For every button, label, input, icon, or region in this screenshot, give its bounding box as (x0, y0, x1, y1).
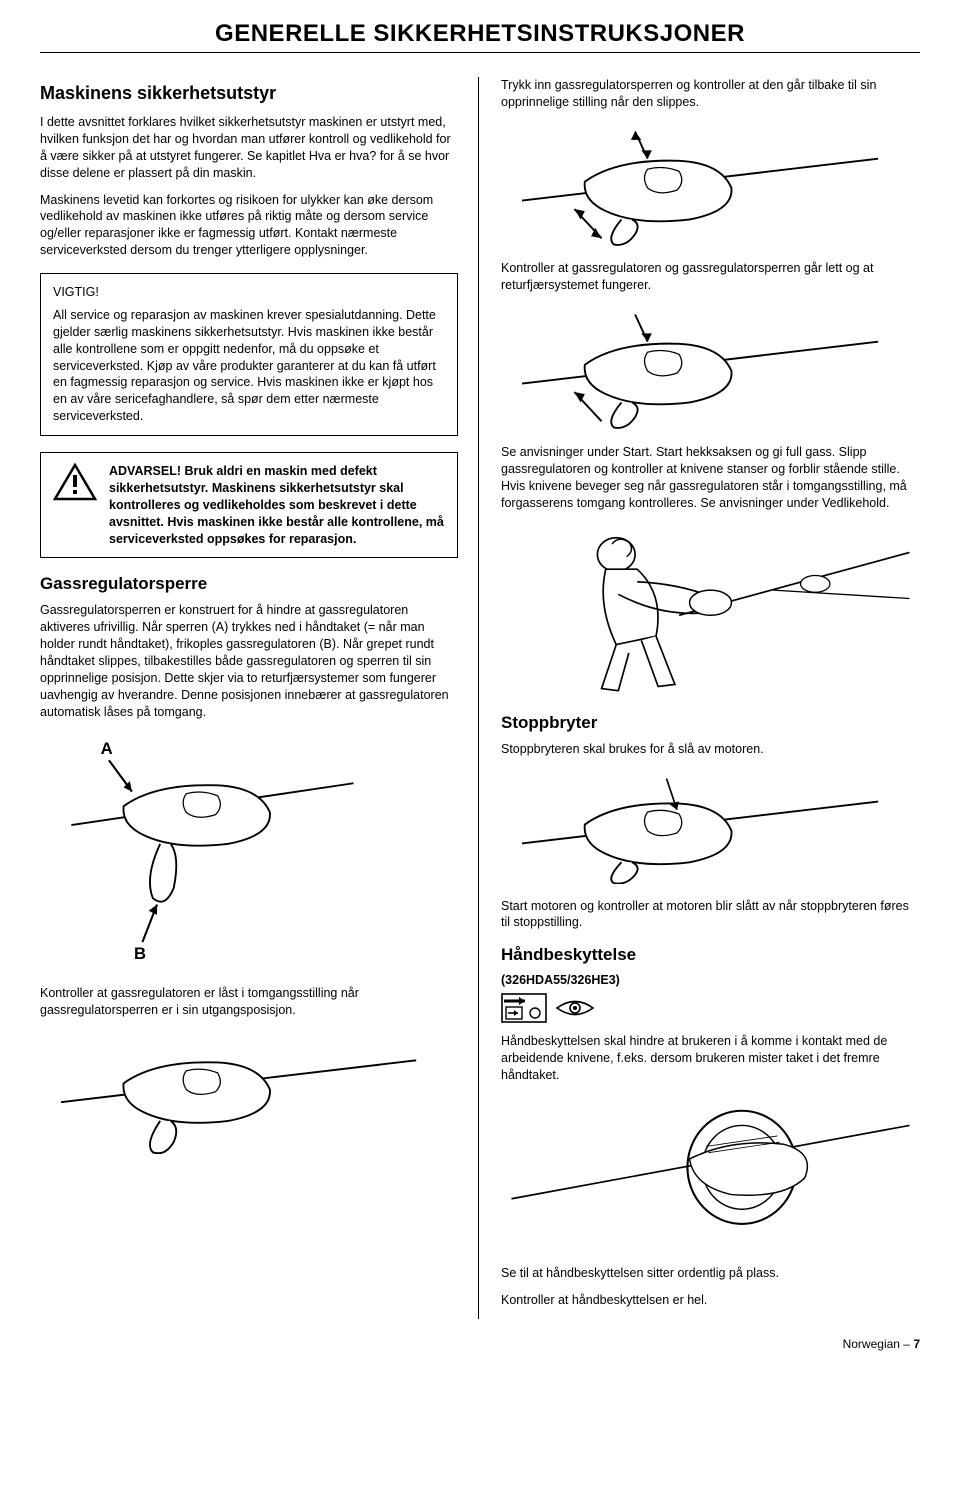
warning-label: ADVARSEL! (109, 464, 181, 478)
page-title: GENERELLE SIKKERHETSINSTRUKSJONER (40, 20, 920, 53)
return-spring-paragraph: Kontroller at gassregulatoren og gassreg… (501, 260, 920, 294)
throttle-ab-illustration: A B (40, 731, 458, 971)
footer-lang: Norwegian (843, 1337, 900, 1351)
important-box: VIGTIG! All service og reparasjon av mas… (40, 273, 458, 436)
right-column: Trykk inn gassregulatorsperren og kontro… (481, 77, 920, 1319)
label-b: B (134, 943, 146, 962)
eye-icon (553, 993, 597, 1023)
important-box-title: VIGTIG! (53, 284, 445, 301)
warning-text: ADVARSEL! Bruk aldri en maskin med defek… (109, 463, 445, 547)
stop-switch-paragraph: Stoppbryteren skal brukes for å slå av m… (501, 741, 920, 758)
left-column: Maskinens sikkerhetsutstyr I dette avsni… (40, 77, 479, 1319)
hand-guard-paragraph: Håndbeskyttelsen skal hindre at brukeren… (501, 1033, 920, 1084)
intro-paragraph-1: I dette avsnittet forklares hvilket sikk… (40, 114, 458, 182)
manual-icons-row (501, 993, 920, 1023)
throttle-illustration-2 (40, 1029, 458, 1154)
hand-guard-illustration (501, 1094, 920, 1251)
page-footer: Norwegian – 7 (40, 1337, 920, 1351)
throttle-check-paragraph: Kontroller at gassregulatoren er låst i … (40, 985, 458, 1019)
return-spring-illustration (501, 304, 920, 430)
warning-triangle-icon (53, 463, 97, 501)
press-arrows-illustration (501, 121, 920, 247)
guard-intact-paragraph: Kontroller at håndbeskyttelsen er hel. (501, 1292, 920, 1309)
hand-guard-title: Håndbeskyttelse (501, 945, 920, 965)
stop-test-paragraph: Start motoren og kontroller at motoren b… (501, 898, 920, 932)
two-column-layout: Maskinens sikkerhetsutstyr I dette avsni… (40, 77, 920, 1319)
press-release-paragraph: Trykk inn gassregulatorsperren og kontro… (501, 77, 920, 111)
stop-switch-illustration (501, 768, 920, 883)
operator-illustration (501, 521, 920, 699)
stop-switch-title: Stoppbryter (501, 713, 920, 733)
guard-fit-paragraph: Se til at håndbeskyttelsen sitter ordent… (501, 1265, 920, 1282)
start-check-paragraph: Se anvisninger under Start. Start hekksa… (501, 444, 920, 512)
throttle-lock-paragraph: Gassregulatorsperren er konstruert for å… (40, 602, 458, 720)
label-a: A (101, 738, 113, 757)
manual-icon (501, 993, 547, 1023)
model-label: (326HDA55/326HE3) (501, 973, 920, 987)
intro-paragraph-2: Maskinens levetid kan forkortes og risik… (40, 192, 458, 260)
throttle-lock-title: Gassregulatorsperre (40, 574, 458, 594)
warning-box: ADVARSEL! Bruk aldri en maskin med defek… (40, 452, 458, 558)
footer-page-number: 7 (913, 1337, 920, 1351)
important-box-body: All service og reparasjon av maskinen kr… (53, 307, 445, 425)
section-title-equipment: Maskinens sikkerhetsutstyr (40, 83, 458, 104)
